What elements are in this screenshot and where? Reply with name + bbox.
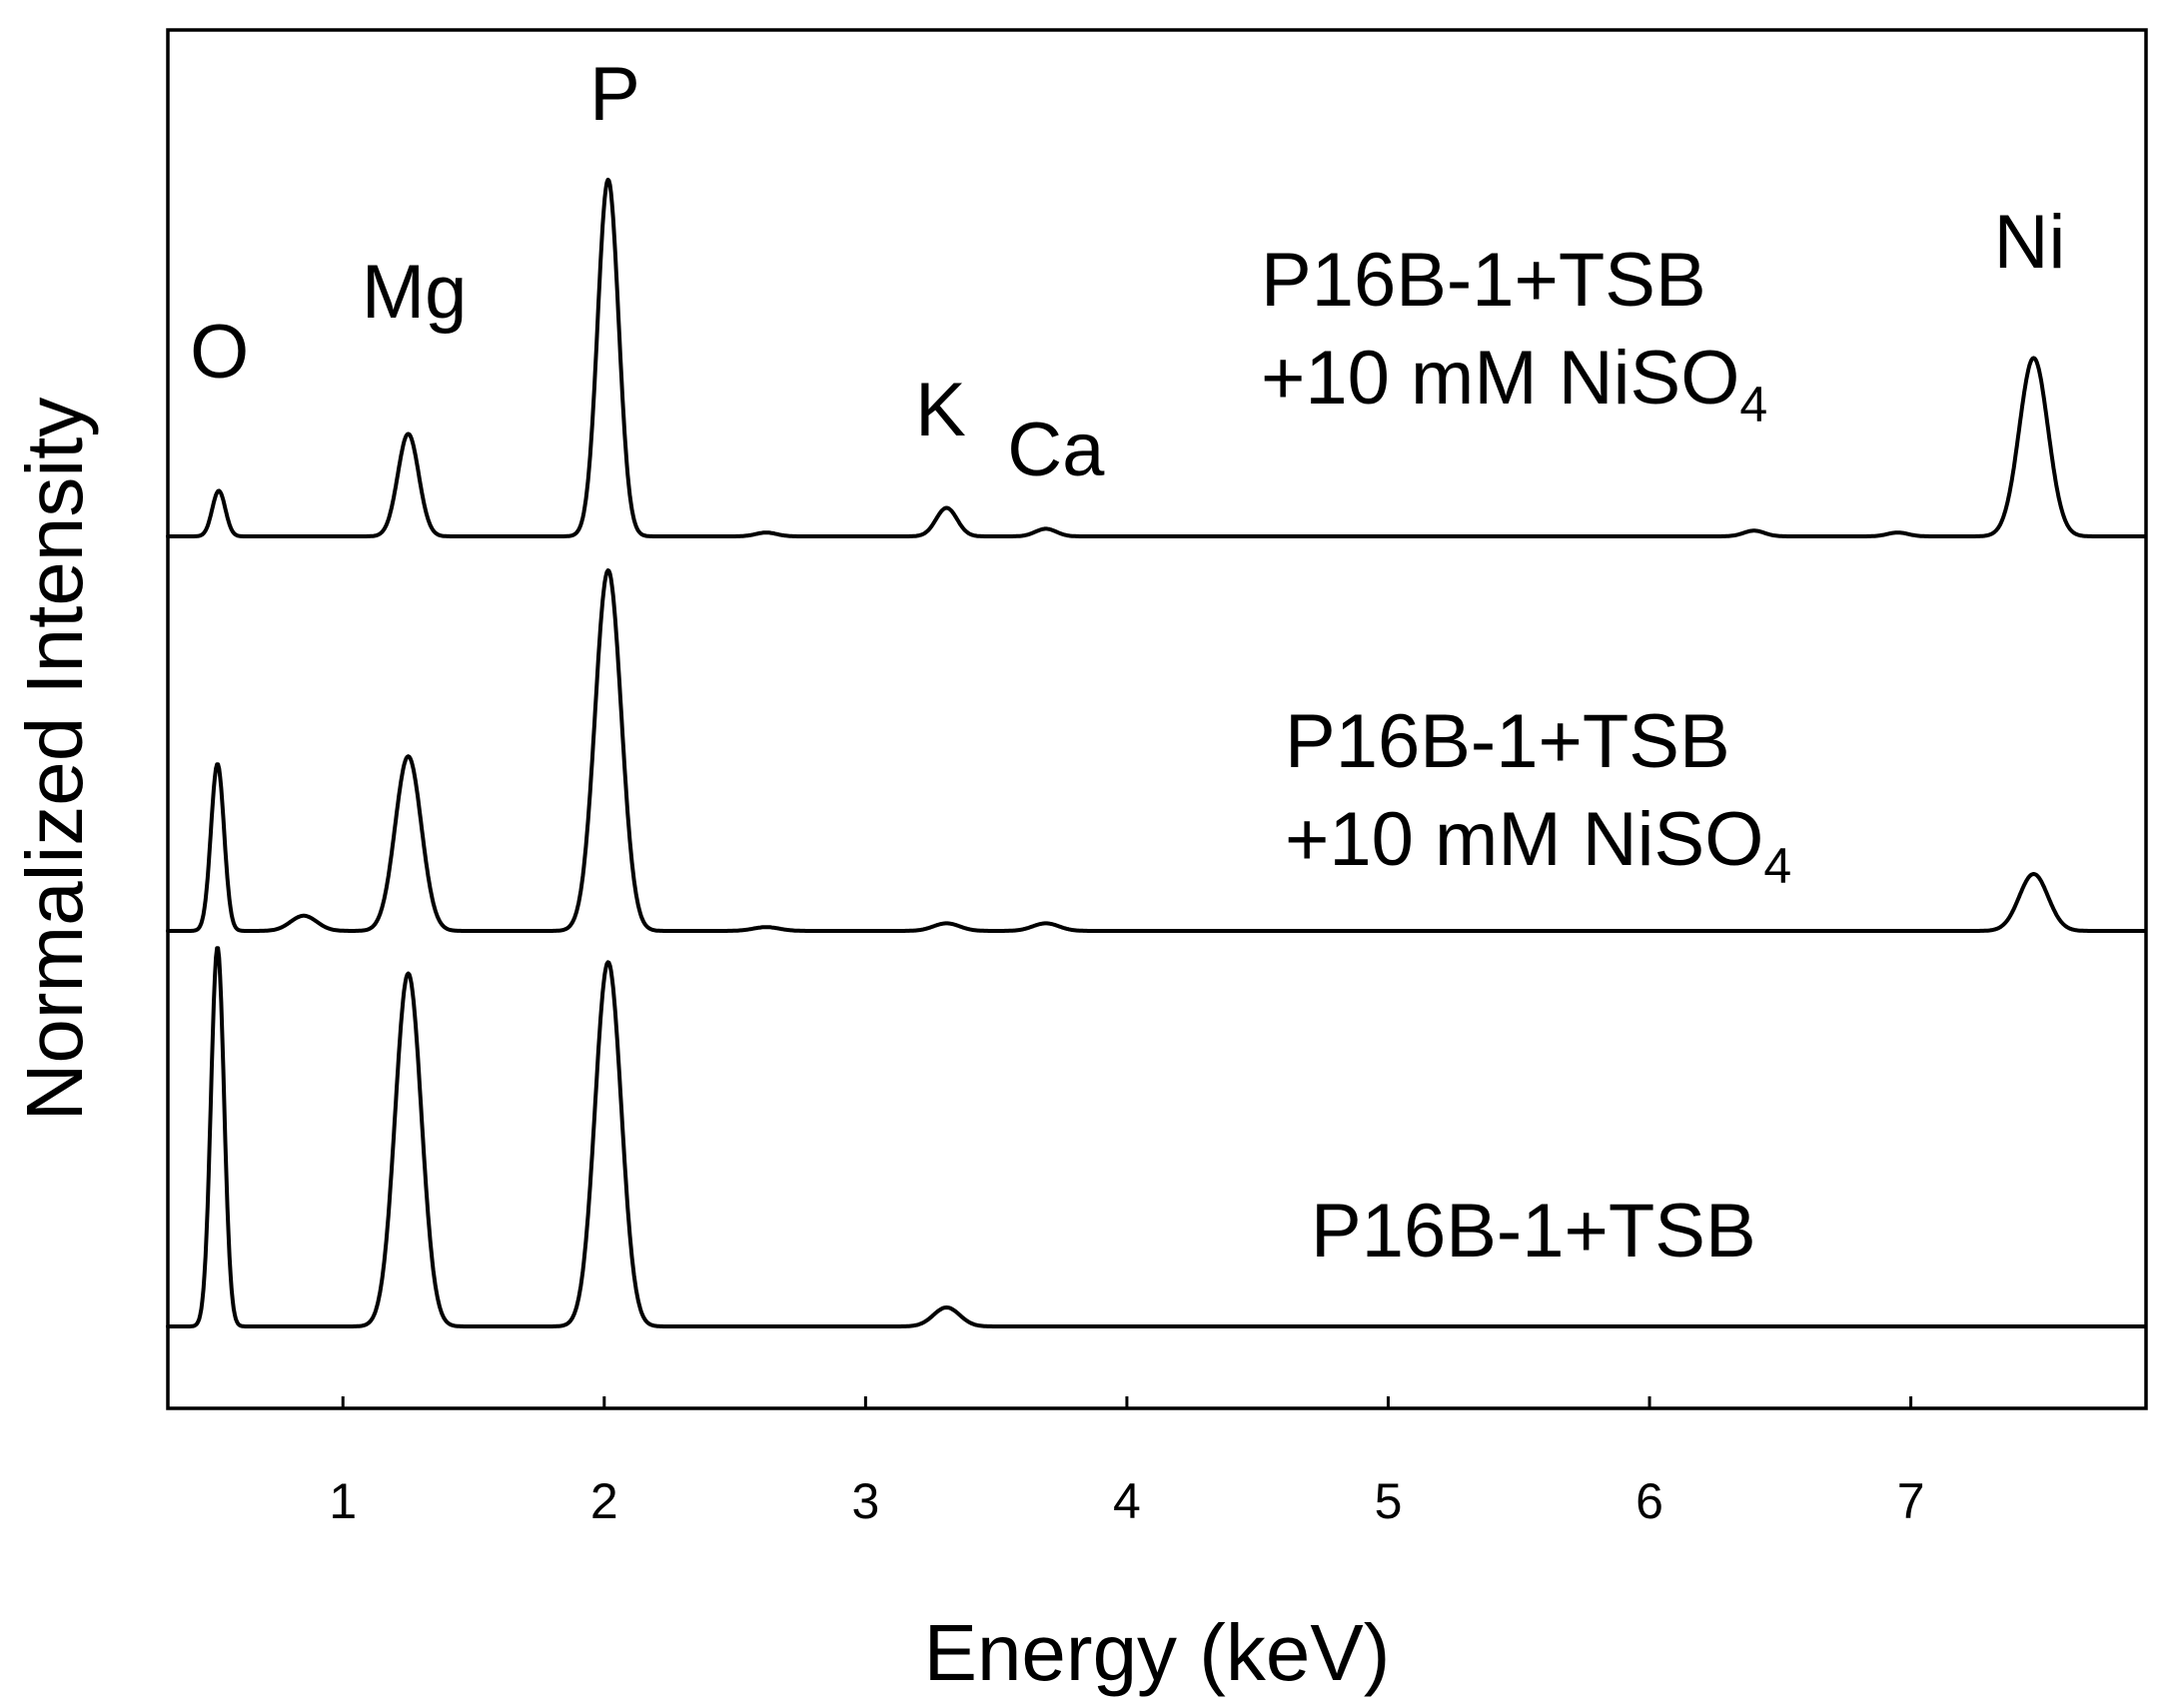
peak-label: Ca [1007,408,1105,492]
x-axis-title: Energy (keV) [924,1608,1391,1697]
peak-label: P [589,52,640,137]
spectrum-trace-2 [166,568,2148,933]
peak-label: Ni [1994,200,2066,285]
peak-label: K [915,368,966,452]
x-tick-label: 2 [590,1473,618,1529]
spectrum-trace-3 [166,946,2148,1328]
x-tick-label: 5 [1375,1473,1403,1529]
x-tick-label: 1 [329,1473,357,1529]
plot-frame [166,28,2148,1410]
y-axis-title: Normalized Intensity [10,398,99,1122]
spectrum-trace-1 [166,177,2148,538]
series-label-line2: +10 mM NiSO4 [1285,797,1791,894]
spectrum-traces [166,177,2148,1328]
peak-label: Mg [362,250,468,335]
series-label-line2-text: +10 mM NiSO [1285,797,1763,882]
series-label-line2-text: +10 mM NiSO [1261,336,1739,421]
series-label-subscript: 4 [1739,377,1767,432]
series-label-line1: P16B-1+TSB [1311,1189,1756,1274]
series-label-line1: P16B-1+TSB [1261,238,1706,323]
x-tick-label: 3 [851,1473,879,1529]
peak-labels: O Mg P K Ca Ni [190,52,2065,492]
x-tick-label: 7 [1897,1473,1925,1529]
x-tick-label: 6 [1635,1473,1663,1529]
peak-label: O [190,310,249,395]
series-label-line2: +10 mM NiSO4 [1261,336,1767,432]
x-axis-ticks: 1 2 3 4 5 6 7 [329,1396,1925,1529]
series-label-line1: P16B-1+TSB [1285,699,1730,784]
series-label-subscript: 4 [1763,838,1791,894]
x-tick-label: 4 [1113,1473,1141,1529]
